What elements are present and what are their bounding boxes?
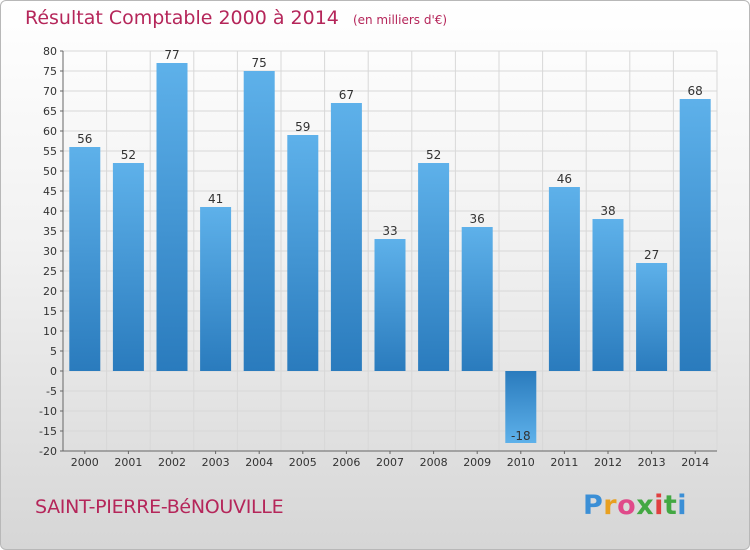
bar [69, 147, 101, 371]
y-tick-label: 70 [43, 85, 57, 98]
y-tick-label: 20 [43, 285, 57, 298]
x-tick-label: 2000 [71, 456, 99, 469]
bar [287, 135, 319, 371]
y-tick-label: 65 [43, 105, 57, 118]
bar [418, 163, 450, 371]
y-tick-label: 60 [43, 125, 57, 138]
x-tick-label: 2004 [245, 456, 273, 469]
value-label: -18 [511, 429, 531, 443]
value-label: 75 [252, 56, 267, 70]
y-tick-label: 40 [43, 205, 57, 218]
x-tick-label: 2010 [507, 456, 535, 469]
y-tick-label: -5 [46, 385, 57, 398]
y-tick-label: 45 [43, 185, 57, 198]
bar [156, 63, 188, 371]
bar [200, 207, 232, 371]
logo-letter: x [636, 490, 655, 521]
bars [69, 63, 711, 443]
value-label: 41 [208, 192, 223, 206]
y-tick-label: 15 [43, 305, 57, 318]
x-tick-label: 2011 [550, 456, 578, 469]
bar [461, 227, 493, 371]
y-tick-label: 25 [43, 265, 57, 278]
x-tick-label: 2006 [332, 456, 360, 469]
y-tick-label: 80 [43, 45, 57, 58]
y-tick-label: -10 [39, 405, 57, 418]
bar [592, 219, 624, 371]
y-tick-label: 75 [43, 65, 57, 78]
logo-letter: P [583, 490, 604, 521]
logo-letter: i [677, 490, 688, 521]
value-label: 46 [557, 172, 572, 186]
bar [636, 263, 668, 371]
bar [548, 187, 580, 371]
bar [330, 103, 362, 371]
chart-subtitle: (en milliers d'€) [352, 13, 448, 27]
value-label: 38 [600, 204, 615, 218]
x-tick-label: 2014 [681, 456, 709, 469]
value-label: 67 [339, 88, 354, 102]
y-tick-label: 30 [43, 245, 57, 258]
value-label: 77 [164, 48, 179, 62]
value-label: 36 [470, 212, 485, 226]
proxiti-logo: Proxiti [583, 490, 687, 521]
bar [505, 371, 537, 443]
x-tick-label: 2005 [289, 456, 317, 469]
value-label: 52 [121, 148, 136, 162]
y-tick-label: -15 [39, 425, 57, 438]
x-tick-label: 2008 [420, 456, 448, 469]
y-tick-label: 55 [43, 145, 57, 158]
bar [374, 239, 406, 371]
value-label: 59 [295, 120, 310, 134]
logo-letter: i [654, 490, 664, 521]
y-tick-label: 50 [43, 165, 57, 178]
x-tick-label: 2009 [463, 456, 491, 469]
logo-letter: o [617, 490, 637, 521]
value-label: 68 [688, 84, 703, 98]
axes: -20 -15 -10 -5 0 5 10 15 20 25 30 35 40 45 50 55 60 65 70 7… [39, 45, 717, 469]
chart-title-text: Résultat Comptable 2000 à 2014 [25, 7, 339, 29]
y-tick-label: 0 [50, 365, 57, 378]
bar [243, 71, 275, 371]
y-tick-label: 35 [43, 225, 57, 238]
x-tick-label: 2001 [114, 456, 142, 469]
chart-title: Résultat Comptable 2000 à 2014 (en milli… [25, 7, 447, 29]
logo-letter: t [663, 490, 678, 521]
x-tick-label: 2012 [594, 456, 622, 469]
bar [679, 99, 711, 371]
data-labels: 56 52 77 41 75 59 67 33 52 36 -18 46 38 27 68 [77, 48, 703, 443]
x-tick-label: 2013 [638, 456, 666, 469]
value-label: 56 [77, 132, 92, 146]
logo-letter: r [603, 490, 618, 521]
commune-name: SAINT-PIERRE-BéNOUVILLE [35, 496, 284, 518]
value-label: 52 [426, 148, 441, 162]
x-tick-label: 2003 [202, 456, 230, 469]
y-tick-label: -20 [39, 445, 57, 458]
value-label: 33 [382, 224, 397, 238]
y-tick-label: 10 [43, 325, 57, 338]
x-tick-label: 2007 [376, 456, 404, 469]
y-tick-label: 5 [50, 345, 57, 358]
value-label: 27 [644, 248, 659, 262]
bar [112, 163, 144, 371]
x-tick-label: 2002 [158, 456, 186, 469]
